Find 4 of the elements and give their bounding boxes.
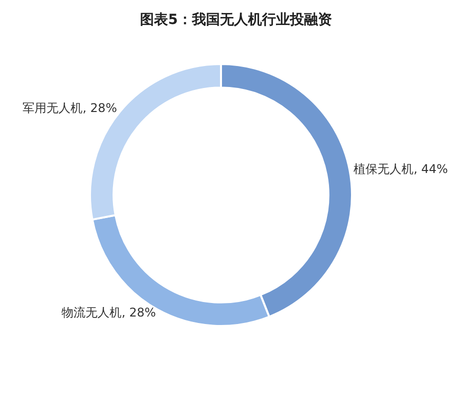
chart-title: 图表5：我国无人机行业投融资 bbox=[139, 11, 333, 30]
slice-label: 军用无人机, 28% bbox=[22, 101, 117, 116]
slice-label: 植保无人机, 44% bbox=[354, 162, 448, 176]
slice-label: 物流无人机, 28% bbox=[62, 305, 156, 320]
